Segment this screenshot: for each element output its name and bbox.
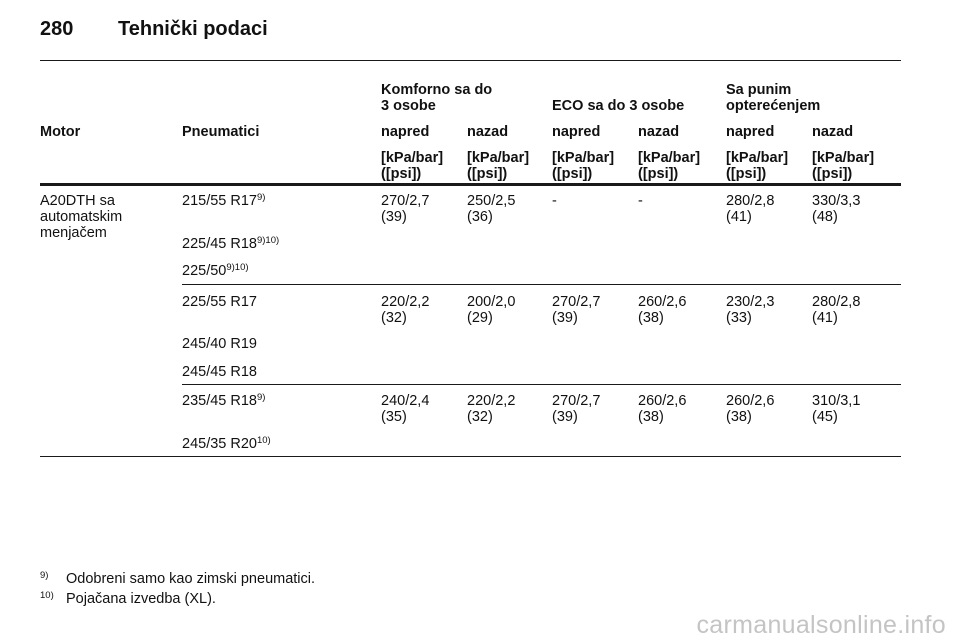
col-header-tyres: Pneumatici [182,124,260,140]
group-divider [182,284,901,285]
table-bottom-rule [40,456,901,457]
header-rule [40,60,901,61]
pressure-cell: 280/2,8 (41) [812,294,861,326]
footnote-text: Pojačana izvedba (XL). [66,591,216,607]
footnote-ref: 10) [256,435,271,446]
pressure-cell: 260/2,6 (38) [638,294,687,326]
watermark: carmanualsonline.info [696,611,946,639]
pressure-cell: - [552,193,557,209]
group-header-comfort: Komforno sa do 3 osobe [381,82,493,114]
col-header-motor: Motor [40,124,81,140]
tyre-size: 235/45 R189) [182,392,266,409]
tyre-size: 225/45 R189)10) [182,235,280,252]
col-header-full-rear: nazad [812,124,854,140]
footnote: 9) [40,570,49,581]
tyre-size: 245/35 R2010) [182,435,271,452]
group-header-eco: ECO sa do 3 osobe [552,98,685,114]
unit-header: [kPa/bar] ([psi]) [381,150,444,182]
table-header-rule [40,183,901,186]
col-header-eco-front: napred [552,124,601,140]
footnote-ref: 9) [256,392,266,403]
unit-header: [kPa/bar] ([psi]) [726,150,789,182]
unit-header: [kPa/bar] ([psi]) [467,150,530,182]
pressure-cell: 240/2,4 (35) [381,393,430,425]
page-title: Tehnički podaci [118,18,268,40]
pressure-cell: 270/2,7 (39) [552,393,601,425]
group-header-full-load: Sa punim opterećenjem [726,82,821,114]
tyre-size: 225/55 R17 [182,294,257,310]
page-number: 280 [40,18,74,40]
tyre-size: 225/509)10) [182,262,249,279]
unit-header: [kPa/bar] ([psi]) [552,150,615,182]
unit-header: [kPa/bar] ([psi]) [638,150,701,182]
pressure-cell: 280/2,8 (41) [726,193,775,225]
pressure-cell: 270/2,7 (39) [552,294,601,326]
col-header-comfort-rear: nazad [467,124,509,140]
unit-header: [kPa/bar] ([psi]) [812,150,875,182]
tyre-size: 215/55 R179) [182,192,266,209]
pressure-cell: - [638,193,643,209]
pressure-cell: 270/2,7 (39) [381,193,430,225]
pressure-cell: 260/2,6 (38) [726,393,775,425]
footnote-ref: 9)10) [256,235,280,246]
pressure-cell: 250/2,5 (36) [467,193,516,225]
footnote-ref: 9) [256,192,266,203]
footnote: 10) [40,590,54,601]
pressure-cell: 220/2,2 (32) [381,294,430,326]
col-header-comfort-front: napred [381,124,430,140]
tyre-size: 245/40 R19 [182,336,257,352]
pressure-cell: 310/3,1 (45) [812,393,861,425]
col-header-full-front: napred [726,124,775,140]
pressure-cell: 330/3,3 (48) [812,193,861,225]
pressure-cell: 230/2,3 (33) [726,294,775,326]
motor-cell: A20DTH sa automatskim menjačem [40,193,123,241]
pressure-cell: 220/2,2 (32) [467,393,516,425]
pressure-cell: 260/2,6 (38) [638,393,687,425]
col-header-eco-rear: nazad [638,124,680,140]
group-divider [182,384,901,385]
tyre-size: 245/45 R18 [182,364,257,380]
footnote-ref: 9)10) [226,262,249,273]
footnote-text: Odobreni samo kao zimski pneumatici. [66,571,316,587]
pressure-cell: 200/2,0 (29) [467,294,516,326]
